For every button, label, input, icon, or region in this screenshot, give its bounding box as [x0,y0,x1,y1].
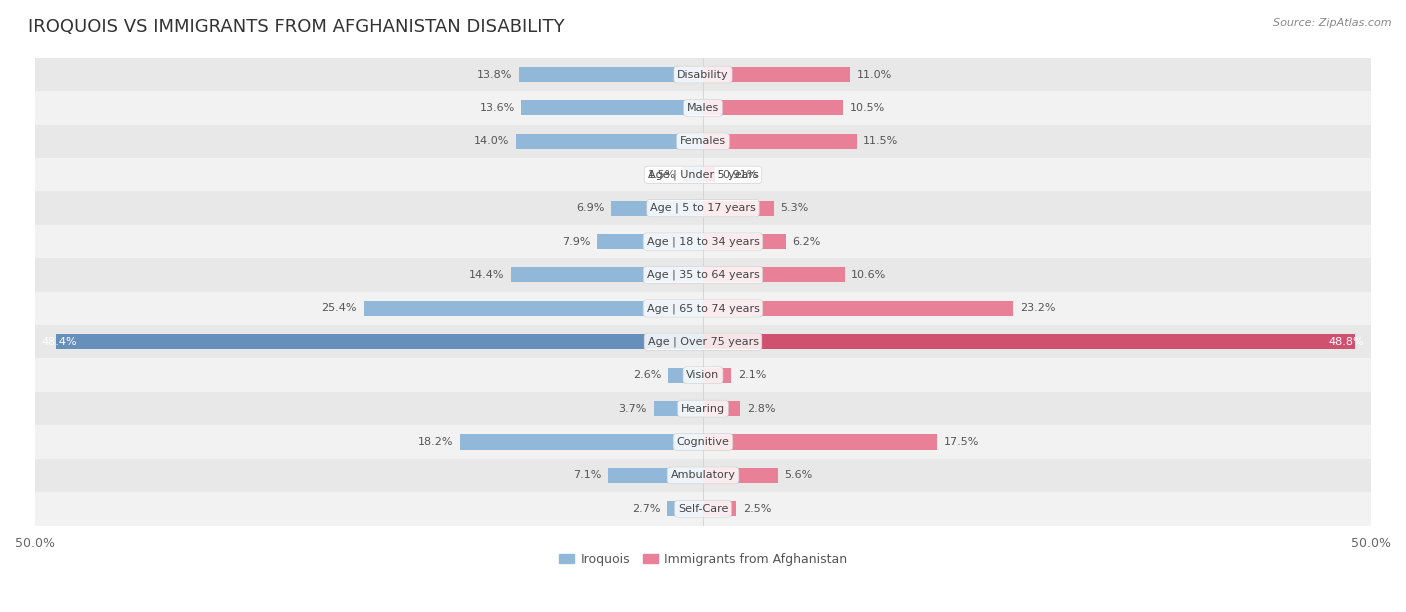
Bar [703,501,737,517]
Bar [519,67,703,82]
Text: Age | 65 to 74 years: Age | 65 to 74 years [647,303,759,313]
Bar [703,435,936,450]
Bar [35,125,1371,158]
Bar [609,468,703,483]
Bar [703,234,786,249]
Bar [610,201,703,215]
Bar [703,67,851,82]
Bar [35,325,1371,359]
Text: 18.2%: 18.2% [418,437,453,447]
Bar [703,334,1355,349]
Bar [35,158,1371,192]
Text: 2.5%: 2.5% [744,504,772,514]
Text: 23.2%: 23.2% [1019,304,1054,313]
Bar [703,468,778,483]
Bar [703,368,731,382]
Bar [516,134,703,149]
Text: 2.6%: 2.6% [633,370,662,380]
Text: 7.9%: 7.9% [562,237,591,247]
Bar [703,134,856,149]
Text: 2.1%: 2.1% [738,370,766,380]
Bar [35,425,1371,459]
Text: 25.4%: 25.4% [322,304,357,313]
Bar [35,292,1371,325]
Text: 13.6%: 13.6% [479,103,515,113]
Bar [668,368,703,382]
Bar [364,301,703,316]
Text: 17.5%: 17.5% [943,437,979,447]
Text: Source: ZipAtlas.com: Source: ZipAtlas.com [1274,18,1392,28]
Text: 6.2%: 6.2% [793,237,821,247]
Bar [522,100,703,116]
Text: 11.0%: 11.0% [856,70,891,80]
Bar [654,401,703,416]
Text: Cognitive: Cognitive [676,437,730,447]
Text: 48.8%: 48.8% [1329,337,1364,347]
Bar [666,501,703,517]
Text: Age | Over 75 years: Age | Over 75 years [648,337,758,347]
Bar [703,301,1012,316]
Bar [703,401,741,416]
Text: Age | 18 to 34 years: Age | 18 to 34 years [647,236,759,247]
Bar [35,392,1371,425]
Text: 5.6%: 5.6% [785,471,813,480]
Text: 10.5%: 10.5% [851,103,886,113]
Text: Age | 5 to 17 years: Age | 5 to 17 years [650,203,756,214]
Bar [35,58,1371,91]
Bar [35,459,1371,492]
Text: 5.3%: 5.3% [780,203,808,213]
Text: 7.1%: 7.1% [574,471,602,480]
Text: Self-Care: Self-Care [678,504,728,514]
Bar [510,267,703,283]
Text: 2.7%: 2.7% [631,504,661,514]
Bar [35,492,1371,526]
Text: Vision: Vision [686,370,720,380]
Bar [703,201,773,215]
Text: Disability: Disability [678,70,728,80]
Bar [703,267,845,283]
Text: 2.8%: 2.8% [747,403,776,414]
Text: Ambulatory: Ambulatory [671,471,735,480]
Legend: Iroquois, Immigrants from Afghanistan: Iroquois, Immigrants from Afghanistan [560,553,846,566]
Text: 1.5%: 1.5% [648,170,676,180]
Bar [35,258,1371,292]
Bar [35,359,1371,392]
Text: 14.4%: 14.4% [468,270,503,280]
Bar [703,167,716,182]
Text: 13.8%: 13.8% [477,70,512,80]
Text: Hearing: Hearing [681,403,725,414]
Text: 3.7%: 3.7% [619,403,647,414]
Text: 14.0%: 14.0% [474,136,509,146]
Text: Males: Males [688,103,718,113]
Bar [703,100,844,116]
Bar [683,167,703,182]
Text: Females: Females [681,136,725,146]
Text: 6.9%: 6.9% [576,203,605,213]
Text: Age | 35 to 64 years: Age | 35 to 64 years [647,270,759,280]
Bar [56,334,703,349]
Bar [598,234,703,249]
Text: 48.4%: 48.4% [42,337,77,347]
Bar [35,225,1371,258]
Text: 0.91%: 0.91% [721,170,758,180]
Text: 11.5%: 11.5% [863,136,898,146]
Bar [460,435,703,450]
Text: Age | Under 5 years: Age | Under 5 years [648,170,758,180]
Text: IROQUOIS VS IMMIGRANTS FROM AFGHANISTAN DISABILITY: IROQUOIS VS IMMIGRANTS FROM AFGHANISTAN … [28,18,565,36]
Text: 10.6%: 10.6% [851,270,887,280]
Bar [35,192,1371,225]
Bar [35,91,1371,125]
